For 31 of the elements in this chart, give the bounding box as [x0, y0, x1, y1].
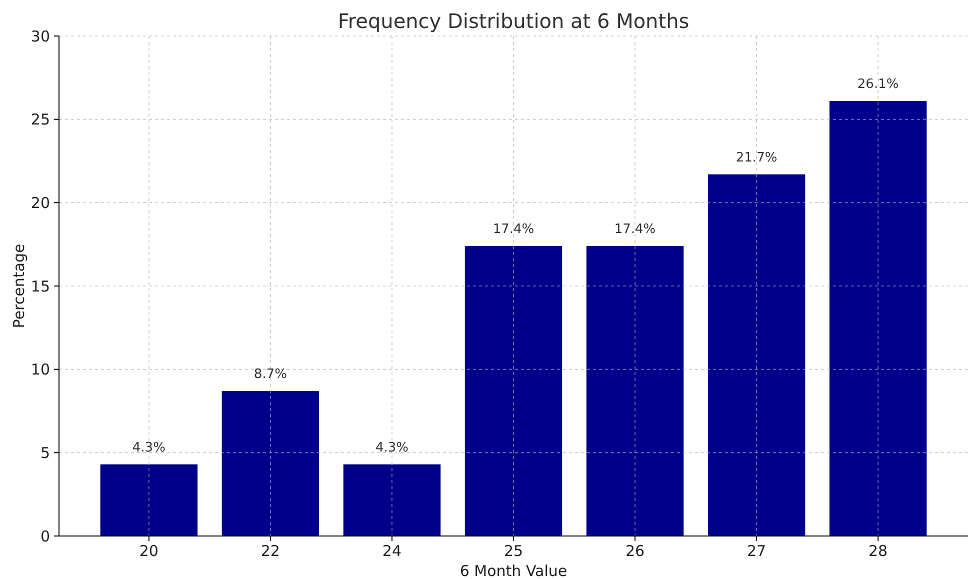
data-label: 21.7%: [736, 150, 778, 166]
bar: [100, 464, 198, 536]
y-tick-label: 5: [40, 444, 50, 462]
bar: [343, 464, 441, 536]
x-tick-label: 25: [504, 542, 524, 560]
data-label: 4.3%: [132, 440, 166, 456]
x-tick-label: 24: [382, 542, 402, 560]
x-axis-title: 6 Month Value: [460, 562, 568, 579]
x-tick-label: 27: [747, 542, 766, 560]
x-tick-label: 20: [139, 542, 158, 560]
y-tick-label: 15: [30, 277, 50, 296]
bar: [829, 101, 927, 536]
x-tick-label: 22: [260, 542, 280, 560]
y-tick-label: 10: [30, 360, 50, 379]
data-label: 17.4%: [614, 222, 656, 237]
bar: [708, 174, 806, 536]
y-tick-label: 20: [30, 194, 50, 212]
y-tick-label: 25: [30, 110, 50, 129]
data-label: 8.7%: [254, 367, 287, 382]
x-tick-label: 28: [868, 542, 888, 560]
y-tick-label: 30: [30, 27, 50, 46]
y-tick-label: 0: [40, 527, 50, 546]
bar: [586, 246, 684, 536]
bar: [222, 391, 320, 536]
y-axis-title: Percentage: [10, 244, 28, 328]
bar: [464, 246, 562, 536]
data-label: 17.4%: [492, 222, 534, 237]
data-label: 4.3%: [375, 440, 408, 456]
data-label: 26.1%: [857, 77, 899, 92]
x-tick-label: 26: [625, 542, 645, 560]
chart-title: Frequency Distribution at 6 Months: [338, 9, 690, 33]
